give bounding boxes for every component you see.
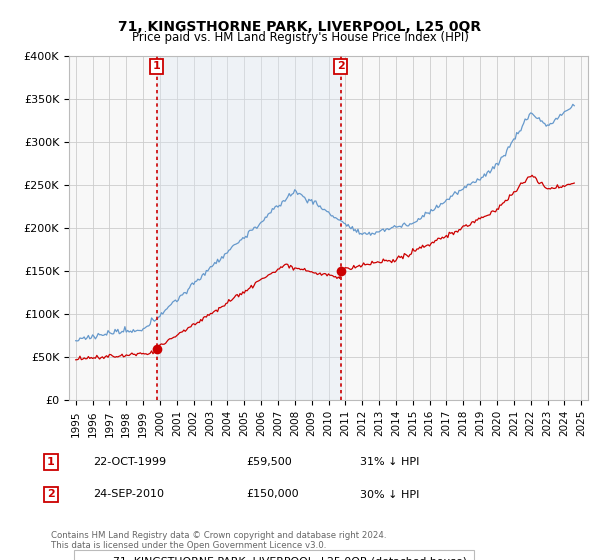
- Legend: 71, KINGSTHORNE PARK, LIVERPOOL, L25 0QR (detached house), HPI: Average price, d: 71, KINGSTHORNE PARK, LIVERPOOL, L25 0QR…: [74, 550, 474, 560]
- Text: 24-SEP-2010: 24-SEP-2010: [93, 489, 164, 500]
- Text: 31% ↓ HPI: 31% ↓ HPI: [360, 457, 419, 467]
- Text: 1: 1: [153, 62, 161, 71]
- Text: 22-OCT-1999: 22-OCT-1999: [93, 457, 166, 467]
- Text: £59,500: £59,500: [246, 457, 292, 467]
- Text: Price paid vs. HM Land Registry's House Price Index (HPI): Price paid vs. HM Land Registry's House …: [131, 31, 469, 44]
- Text: Contains HM Land Registry data © Crown copyright and database right 2024.
This d: Contains HM Land Registry data © Crown c…: [51, 530, 386, 550]
- Text: 2: 2: [47, 489, 55, 500]
- Text: 1: 1: [47, 457, 55, 467]
- Text: 2: 2: [337, 62, 344, 71]
- Text: 71, KINGSTHORNE PARK, LIVERPOOL, L25 0QR: 71, KINGSTHORNE PARK, LIVERPOOL, L25 0QR: [118, 20, 482, 34]
- Text: £150,000: £150,000: [246, 489, 299, 500]
- Bar: [157, 56, 341, 400]
- Text: 30% ↓ HPI: 30% ↓ HPI: [360, 489, 419, 500]
